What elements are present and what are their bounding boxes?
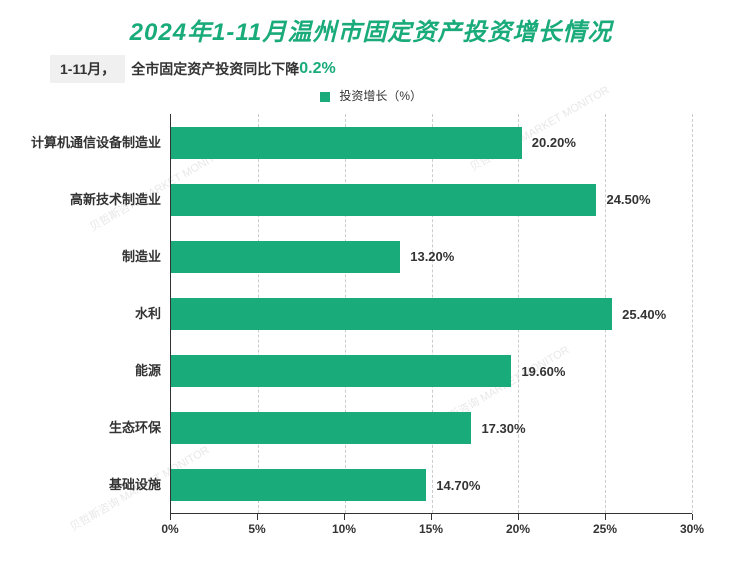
chart-title: 2024年1-11月温州市固定资产投资增长情况 [30, 12, 712, 47]
category-label: 高新技术制造业 [70, 184, 161, 216]
x-tick [518, 514, 519, 520]
legend: 投资增长（%） [30, 87, 712, 104]
category-label: 制造业 [122, 241, 161, 273]
bar-value-label: 14.70% [436, 478, 480, 493]
x-tick-label: 30% [680, 522, 704, 536]
bar-row: 生态环保17.30% [171, 412, 692, 444]
category-label: 生态环保 [109, 412, 161, 444]
bar-value-label: 25.40% [622, 307, 666, 322]
subtitle-text: 全市固定资产投资同比下降 [131, 59, 299, 79]
bar-value-label: 19.60% [521, 364, 565, 379]
x-axis: 0%5%10%15%20%25%30% [170, 514, 692, 544]
subtitle-period: 1-11月， [50, 55, 125, 83]
x-tick-label: 10% [332, 522, 356, 536]
bar-row: 制造业13.20% [171, 241, 692, 273]
x-tick-label: 15% [419, 522, 443, 536]
subtitle-value: 0.2% [299, 60, 335, 78]
legend-label: 投资增长（%） [339, 89, 422, 103]
x-tick-label: 20% [506, 522, 530, 536]
x-tick-label: 0% [161, 522, 178, 536]
x-tick [257, 514, 258, 520]
gridline [692, 114, 693, 513]
bar [171, 469, 426, 501]
x-tick-label: 5% [248, 522, 265, 536]
x-tick [170, 514, 171, 520]
category-label: 基础设施 [109, 469, 161, 501]
x-tick [605, 514, 606, 520]
bar [171, 184, 596, 216]
chart-container: 贝哲斯咨询 MARKET MONITOR 贝哲斯咨询 MARKET MONITO… [0, 0, 742, 585]
bar-value-label: 20.20% [532, 135, 576, 150]
plot-area: 计算机通信设备制造业20.20% 高新技术制造业24.50% 制造业13.20% 水利… [170, 114, 692, 544]
bar [171, 412, 471, 444]
bars-wrapper: 计算机通信设备制造业20.20% 高新技术制造业24.50% 制造业13.20% 水利… [170, 114, 692, 514]
category-label: 计算机通信设备制造业 [31, 127, 161, 159]
bar-row: 能源19.60% [171, 355, 692, 387]
legend-marker [320, 92, 330, 102]
bar-row: 计算机通信设备制造业20.20% [171, 127, 692, 159]
bar [171, 127, 522, 159]
bar [171, 298, 612, 330]
category-label: 水利 [135, 298, 161, 330]
x-tick-label: 25% [593, 522, 617, 536]
bar-value-label: 17.30% [481, 421, 525, 436]
category-label: 能源 [135, 355, 161, 387]
bar-value-label: 24.50% [606, 192, 650, 207]
x-tick [692, 514, 693, 520]
bar [171, 355, 511, 387]
subtitle-row: 1-11月， 全市固定资产投资同比下降 0.2% [30, 55, 712, 83]
bar-row: 基础设施14.70% [171, 469, 692, 501]
x-tick [431, 514, 432, 520]
bar-row: 水利25.40% [171, 298, 692, 330]
bar-row: 高新技术制造业24.50% [171, 184, 692, 216]
bar-value-label: 13.20% [410, 249, 454, 264]
x-tick [344, 514, 345, 520]
bar [171, 241, 400, 273]
